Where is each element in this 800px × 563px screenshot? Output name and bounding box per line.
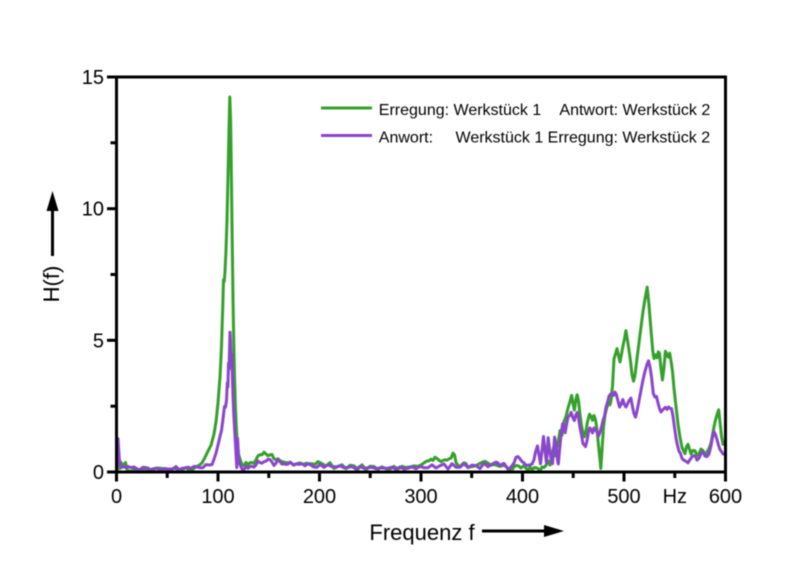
svg-text:0: 0 [111, 486, 122, 508]
svg-text:200: 200 [303, 486, 336, 508]
svg-text:15: 15 [82, 67, 104, 89]
svg-text:Anwort:: Anwort: [379, 129, 433, 146]
svg-text:10: 10 [82, 199, 104, 221]
svg-text:Hz: Hz [663, 486, 687, 508]
svg-text:Antwort: Werkstück 2: Antwort: Werkstück 2 [559, 102, 710, 119]
svg-text:400: 400 [506, 486, 539, 508]
svg-text:H(f): H(f) [39, 266, 64, 303]
svg-text:600: 600 [709, 486, 742, 508]
svg-text:Frequenz f: Frequenz f [369, 520, 475, 545]
svg-text:0: 0 [93, 462, 104, 484]
svg-text:100: 100 [201, 486, 234, 508]
svg-text:5: 5 [93, 330, 104, 352]
svg-text:Werkstück 1 Erregung: Werkstüc: Werkstück 1 Erregung: Werkstück 2 [456, 129, 711, 146]
svg-text:Erregung: Werkstück 1: Erregung: Werkstück 1 [379, 102, 542, 119]
svg-text:500: 500 [607, 486, 640, 508]
svg-text:300: 300 [404, 486, 437, 508]
